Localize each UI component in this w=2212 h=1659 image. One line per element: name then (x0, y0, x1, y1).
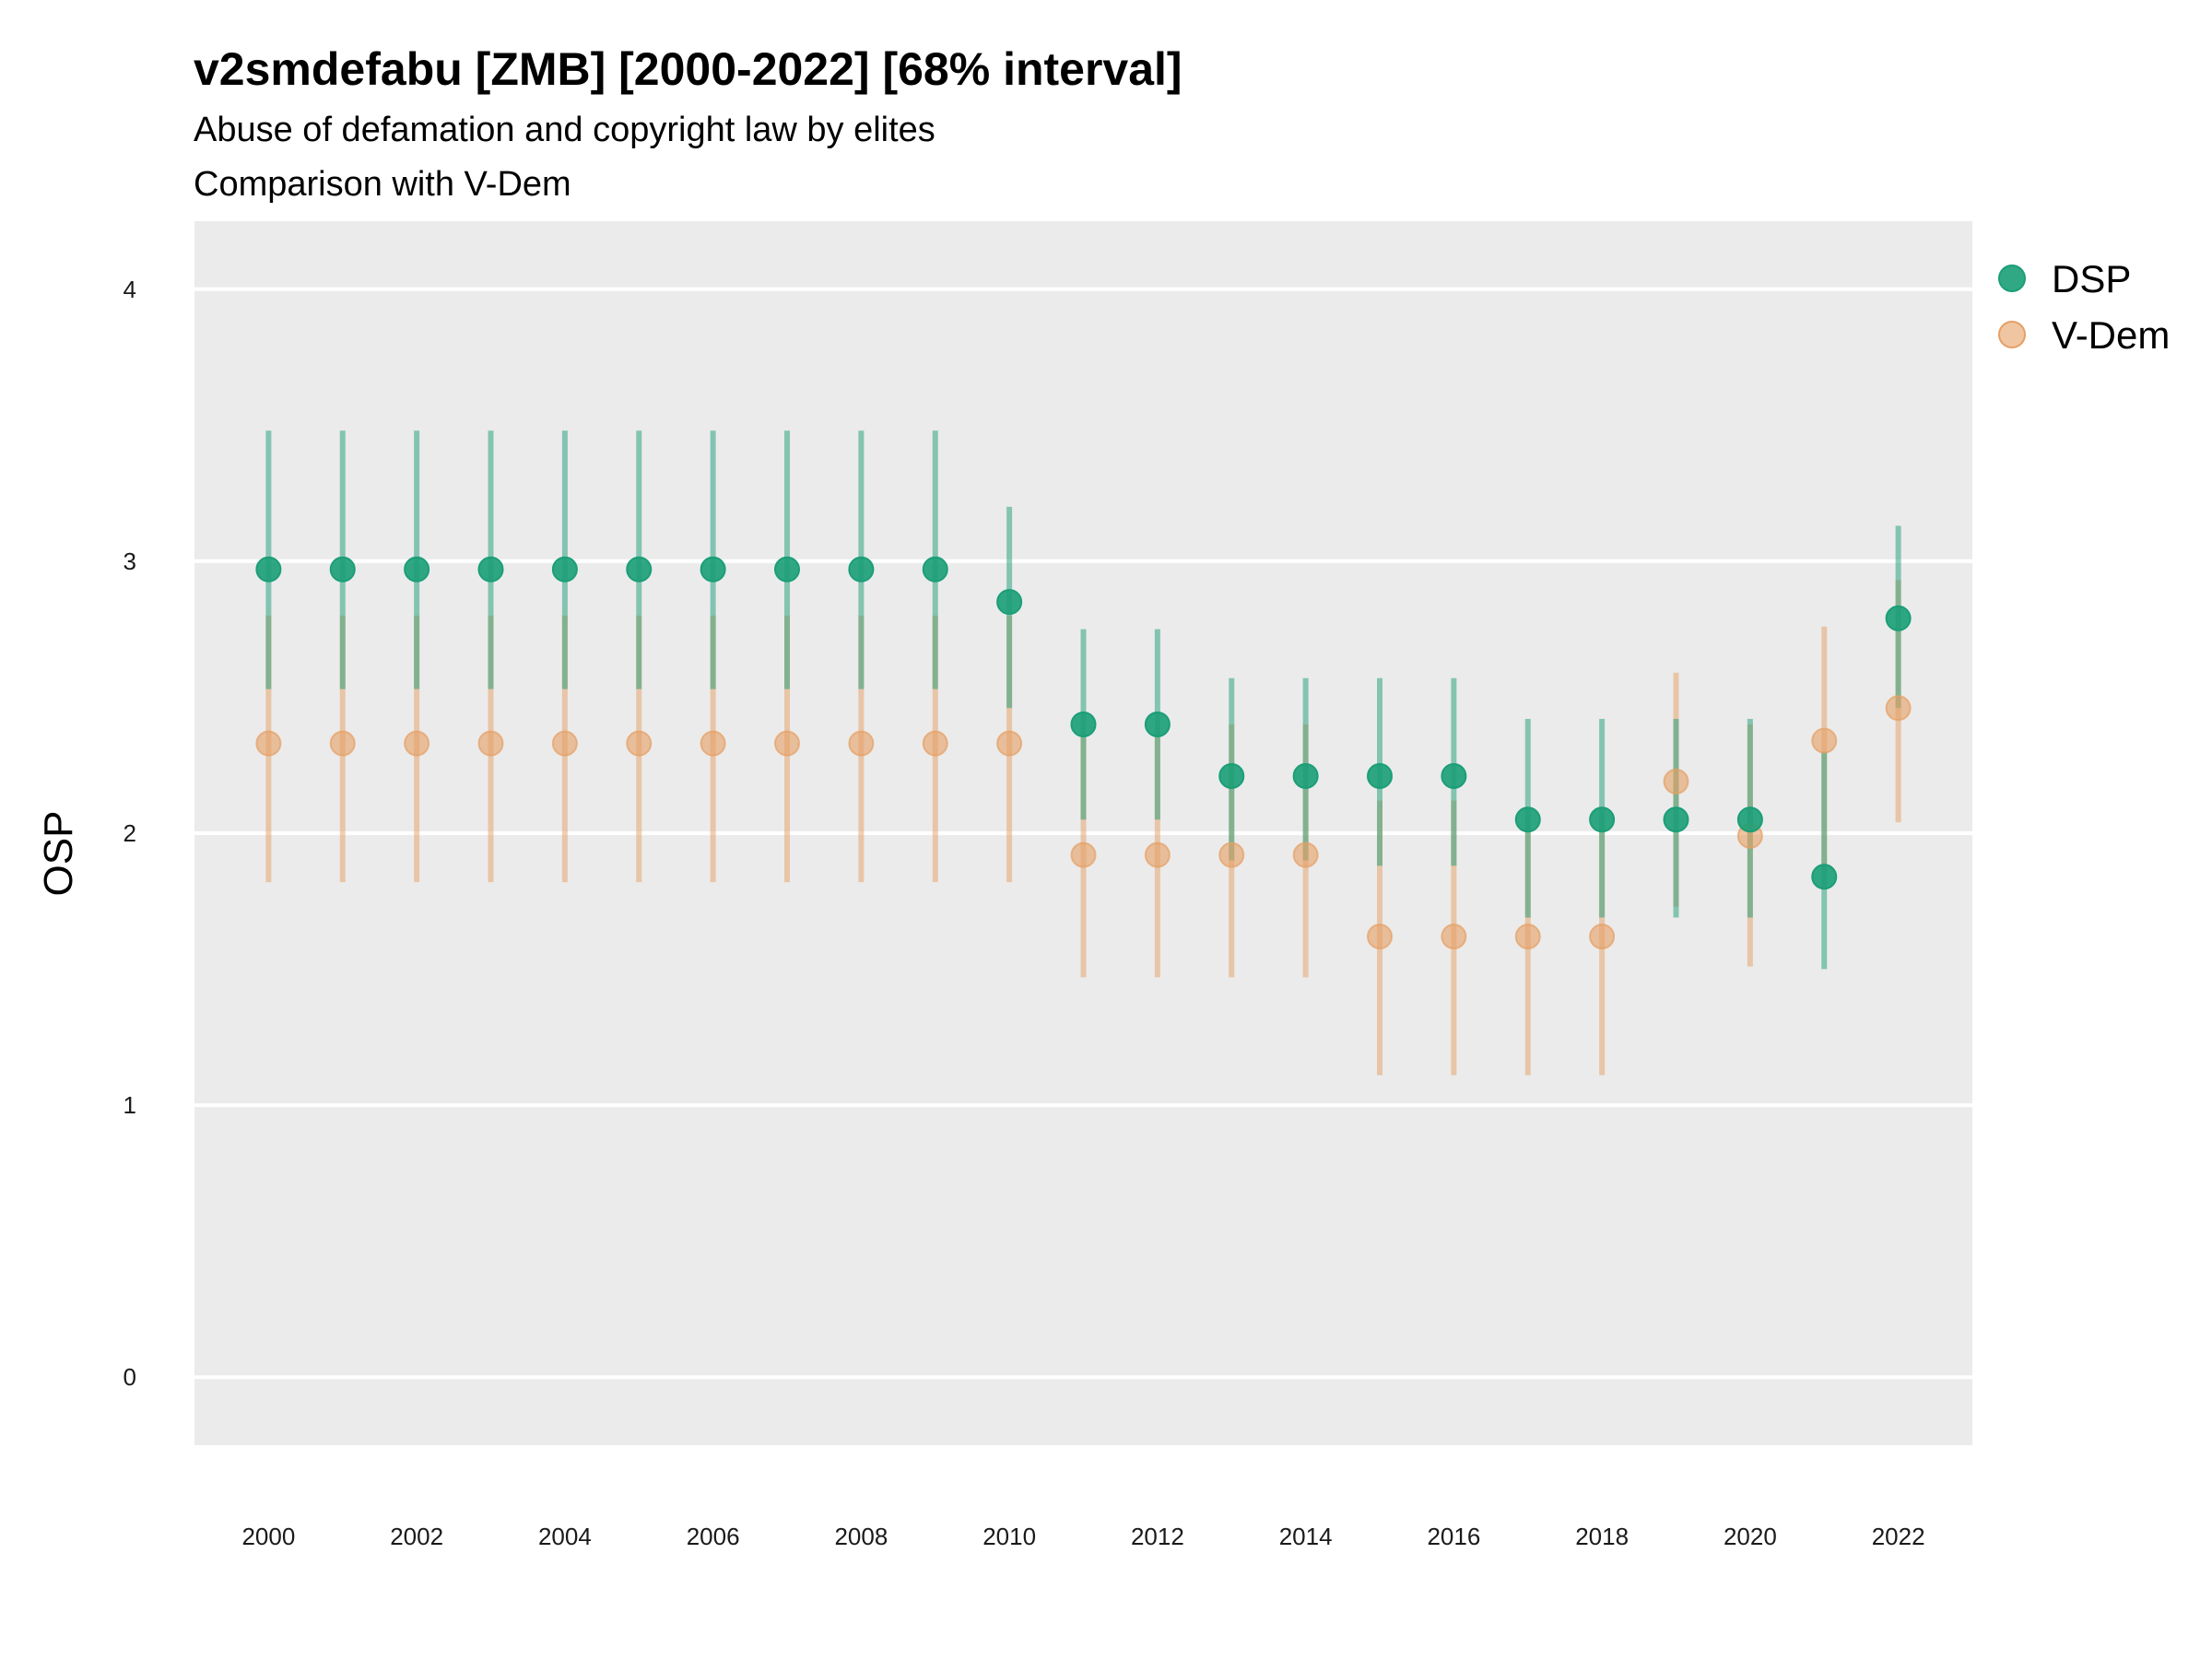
v-dem-point (477, 730, 504, 757)
dsp-point (996, 589, 1023, 616)
v-dem-point (1514, 924, 1541, 950)
v-dem-point (1811, 727, 1838, 754)
v-dem-point (922, 730, 948, 757)
dsp-point (848, 556, 875, 582)
dsp-point (329, 556, 356, 582)
v-dem-point (1292, 841, 1319, 868)
v-dem-point (1885, 695, 1912, 722)
dsp-point (477, 556, 504, 582)
y-tick-label: 4 (124, 276, 136, 303)
v-dem-point (329, 730, 356, 757)
x-axis-ticks: 2000 2002 2004 2006 2008 2010 2012 2014 2016 2018… (241, 1523, 1924, 1550)
v-dem-point (848, 730, 875, 757)
data-points (255, 556, 1912, 950)
x-tick-label: 2006 (687, 1523, 740, 1550)
legend-label-dsp: DSP (2052, 257, 2131, 300)
x-tick-label: 2018 (1575, 1523, 1629, 1550)
dsp-point (1367, 763, 1393, 790)
x-tick-label: 2004 (538, 1523, 592, 1550)
chart-subtitle-line-1: Abuse of defamation and copyright law by… (194, 111, 935, 149)
x-tick-label: 2016 (1427, 1523, 1480, 1550)
dsp-point (922, 556, 948, 582)
dsp-point (1441, 763, 1467, 790)
legend-key-dsp (1998, 265, 2026, 292)
y-axis-ticks: 0 1 2 3 4 (124, 276, 136, 1391)
v-dem-point (1367, 924, 1393, 950)
legend-key-v-dem (1998, 321, 2026, 348)
dsp-point (1144, 711, 1171, 737)
y-tick-label: 3 (124, 547, 136, 575)
v-dem-point (255, 730, 282, 757)
dsp-point (255, 556, 282, 582)
dsp-point (1514, 806, 1541, 833)
x-tick-label: 2020 (1724, 1523, 1777, 1550)
dsp-point (404, 556, 430, 582)
dsp-point (626, 556, 653, 582)
v-dem-point (700, 730, 726, 757)
y-tick-label: 1 (124, 1091, 136, 1119)
v-dem-point (404, 730, 430, 757)
y-tick-label: 2 (124, 819, 136, 847)
x-tick-label: 2014 (1279, 1523, 1333, 1550)
v-dem-point (774, 730, 800, 757)
chart-title: v2smdefabu [ZMB] [2000-2022] [68% interv… (194, 43, 1182, 95)
v-dem-point (551, 730, 578, 757)
dsp-point (700, 556, 726, 582)
v-dem-point (1144, 841, 1171, 868)
dsp-point (1811, 864, 1838, 890)
dsp-point (551, 556, 578, 582)
dsp-point (1663, 806, 1689, 833)
x-tick-label: 2008 (834, 1523, 888, 1550)
dsp-point (1292, 763, 1319, 790)
x-tick-label: 2022 (1872, 1523, 1925, 1550)
v-dem-point (1589, 924, 1616, 950)
y-axis-label: OSP (36, 811, 81, 897)
dsp-point (774, 556, 800, 582)
legend: DSP V-Dem (1998, 257, 2170, 357)
v-dem-point (1663, 768, 1689, 794)
x-tick-label: 2012 (1131, 1523, 1184, 1550)
v-dem-point (1218, 841, 1245, 868)
dsp-point (1070, 711, 1097, 737)
dsp-point (1885, 605, 1912, 631)
x-tick-label: 2002 (390, 1523, 443, 1550)
v-dem-point (1070, 841, 1097, 868)
chart-subtitle-line-2: Comparison with V-Dem (194, 165, 571, 204)
dsp-point (1218, 763, 1245, 790)
x-tick-label: 2010 (982, 1523, 1036, 1550)
dsp-point (1736, 806, 1763, 833)
v-dem-point (626, 730, 653, 757)
v-dem-point (996, 730, 1023, 757)
x-tick-label: 2000 (241, 1523, 295, 1550)
v-dem-point (1441, 924, 1467, 950)
dsp-point (1589, 806, 1616, 833)
legend-label-v-dem: V-Dem (2052, 313, 2170, 357)
y-tick-label: 0 (124, 1363, 136, 1391)
